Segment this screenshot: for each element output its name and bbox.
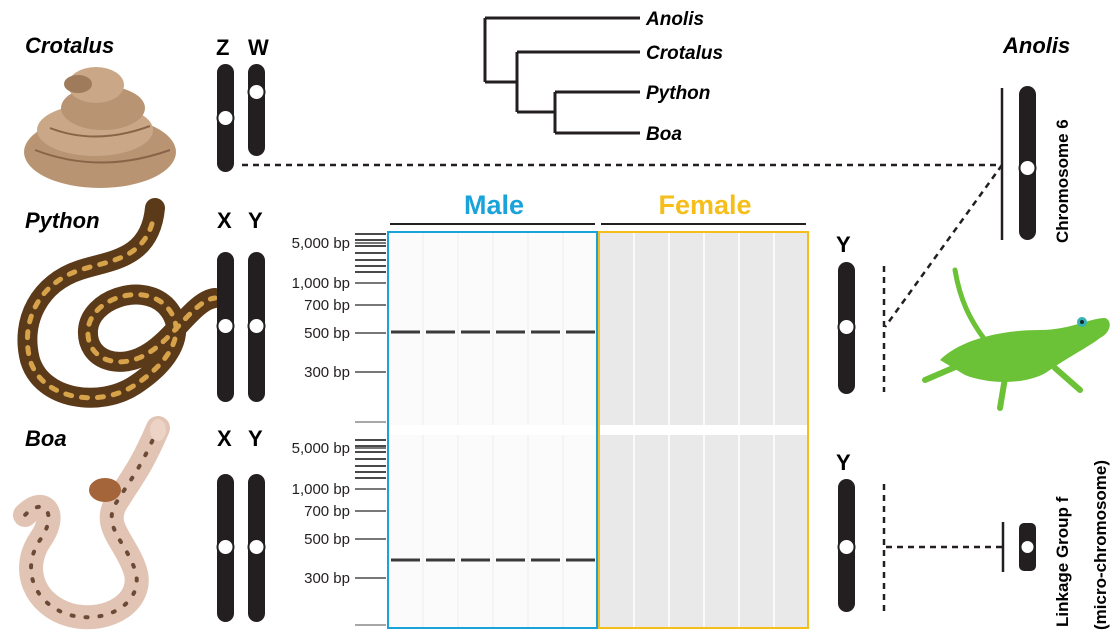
chromosome-y-right-boa (837, 479, 856, 612)
chromosome-label-x-python: X (217, 208, 232, 233)
gel-band-male-2-2 (426, 558, 455, 562)
phylogenetic-tree (483, 16, 640, 135)
rattlesnake-icon (24, 67, 176, 188)
chromosome-z (216, 64, 235, 172)
chromosome-label-y-boa: Y (248, 426, 263, 451)
chromosome-6-anolis (1018, 86, 1037, 240)
tree-label-anolis: Anolis (645, 9, 704, 30)
gel-band-male-1-1 (391, 330, 420, 334)
species-name-crotalus: Crotalus (25, 33, 114, 58)
chromosome-y-python (247, 252, 266, 402)
gel-band-male-2-4 (496, 558, 525, 562)
gel-band-male-1-3 (461, 330, 490, 334)
python-icon (17, 198, 225, 408)
ladder-label-1-1: 5,000 bp (292, 235, 350, 252)
linkage-group-label: Linkage Group f (1053, 496, 1072, 627)
gel-band-male-1-5 (531, 330, 560, 334)
chromosome-label-w: W (248, 35, 269, 60)
ladder-label-2-4: 500 bp (304, 531, 350, 548)
ladder-label-2-3: 700 bp (304, 503, 350, 520)
ladder-label-2-5: 300 bp (304, 570, 350, 587)
tree-label-python: Python (646, 83, 710, 104)
chromosome-y-right-python (837, 262, 856, 394)
chromosome-label-y-right-python: Y (836, 232, 851, 257)
tree-label-crotalus: Crotalus (646, 43, 723, 64)
chromosome-label-y-python: Y (248, 208, 263, 233)
chromosome-label-z: Z (216, 35, 229, 60)
species-name-python: Python (25, 208, 100, 233)
ladder-label-1-4: 500 bp (304, 325, 350, 342)
gel-group-label-male: Male (464, 190, 524, 220)
micro-chromosome-anolis (1019, 523, 1036, 571)
gel-group-label-female: Female (658, 190, 751, 220)
tree-label-boa: Boa (646, 124, 682, 145)
boa-icon (13, 416, 170, 630)
chromosome-label-x-boa: X (217, 426, 232, 451)
anole-lizard-icon (922, 267, 1110, 411)
ladder-label-1-2: 1,000 bp (292, 275, 350, 292)
ladder-label-1-3: 700 bp (304, 297, 350, 314)
gel-male-border (387, 231, 598, 629)
species-name-boa: Boa (25, 426, 67, 451)
chromosome-x-boa (216, 474, 235, 622)
gel-band-male-1-2 (426, 330, 455, 334)
gel-band-male-2-5 (531, 558, 560, 562)
chromosome-6-label: Chromosome 6 (1053, 119, 1072, 243)
ladder-label-2-2: 1,000 bp (292, 481, 350, 498)
chromosome-y-boa (247, 474, 266, 622)
chromosome-label-y-right-boa: Y (836, 450, 851, 475)
chromosome-w (247, 64, 266, 156)
gel-band-male-1-4 (496, 330, 525, 334)
micro-chromosome-label: (micro-chromosome) (1091, 460, 1110, 630)
gel-band-male-1-6 (566, 330, 595, 334)
gel-band-male-2-1 (391, 558, 420, 562)
homology-connectors (242, 88, 1005, 612)
ladder-label-1-5: 300 bp (304, 364, 350, 381)
species-name-anolis: Anolis (1002, 33, 1070, 58)
gel-band-male-2-6 (566, 558, 595, 562)
gel-electrophoresis: Male Female 5,000 bp 1,000 bp 700 bp 500 bp 30… (292, 190, 809, 629)
gel-band-male-2-3 (461, 558, 490, 562)
gel-female-border (598, 231, 809, 629)
chromosome-x-python (216, 252, 235, 402)
ladder-label-2-1: 5,000 bp (292, 440, 350, 457)
